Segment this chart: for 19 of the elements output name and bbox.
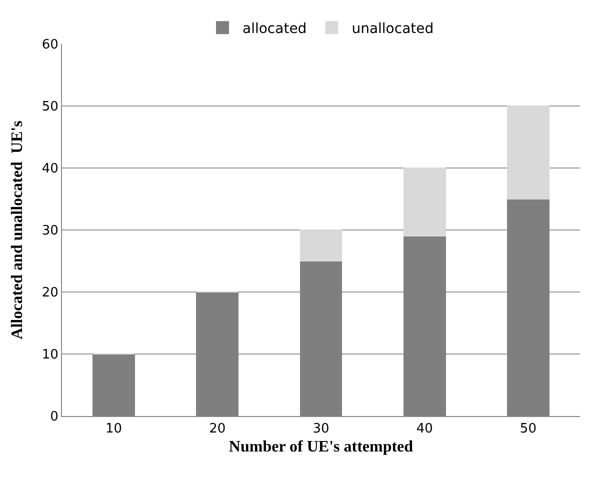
legend-label: allocated [242, 21, 307, 38]
y-tick-label: 60 [42, 38, 58, 53]
y-tick-label: 50 [42, 100, 58, 115]
bar [403, 168, 446, 237]
x-tick-label: 20 [209, 422, 226, 437]
x-tick-label: 40 [416, 422, 433, 437]
y-tick-label: 0 [50, 410, 58, 425]
y-tick-label: 20 [42, 286, 58, 301]
bar [300, 230, 342, 262]
x-axis-title: Number of UE's attempted [228, 438, 414, 456]
y-axis-title: Allocated and unallocated UE's [8, 120, 26, 340]
y-tick-label: 40 [42, 162, 58, 177]
x-tick-label: 50 [520, 422, 536, 437]
bar [506, 106, 550, 200]
x-tick-label: 10 [106, 422, 122, 437]
y-tick-label: 30 [42, 224, 58, 239]
y-tick-label: 10 [42, 348, 58, 363]
legend-label: unallocated [352, 21, 434, 38]
x-tick-label: 30 [312, 422, 330, 437]
